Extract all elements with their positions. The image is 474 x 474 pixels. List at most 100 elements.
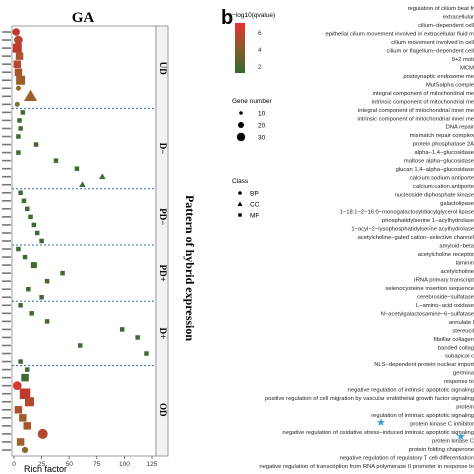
legend-class-entries: BP CC MF — [237, 190, 260, 219]
legend-size-label: 10 — [258, 111, 266, 118]
term-label: regulation of intrinsic apoptotic signal… — [371, 413, 474, 419]
legend-class-mf — [238, 213, 242, 217]
x-axis: 0 25 50 75 100 125 — [12, 456, 158, 468]
term-label: phosphatidylserine 1−acylhydrolase — [382, 218, 474, 224]
x-axis-label: Rich factor — [24, 464, 67, 474]
data-point-cc — [79, 181, 86, 188]
data-point-mf — [15, 52, 24, 60]
data-point-mf — [19, 388, 31, 399]
term-label: cilium or flagellum−dependent cell — [387, 48, 474, 54]
legend-size-dot — [236, 132, 246, 142]
term-label: DNA repair — [446, 125, 474, 131]
data-point-mf — [17, 118, 22, 123]
term-label: NLS−dependent protein nuclear import — [374, 362, 474, 368]
data-point-mf — [44, 319, 50, 324]
term-labels: regulation of cilium beat fr extracellula… — [259, 6, 474, 470]
star-marker: ★ — [456, 431, 466, 443]
legend-class-label: MF — [250, 212, 259, 219]
term-label: intrinsic component of mitochondrial inn… — [357, 116, 474, 122]
term-label: banded collag — [438, 345, 474, 351]
term-label: MutSalpha comple — [426, 82, 474, 88]
legend-class-title: Class — [232, 178, 249, 185]
term-label: protein phosphatase 2A — [413, 142, 474, 148]
legend-class-label: BP — [250, 190, 259, 197]
data-point-bp — [12, 28, 20, 36]
legend-color-tick: 6 — [258, 30, 262, 37]
data-point-bp — [14, 101, 20, 107]
term-label: integral component of mitochondrial inne… — [358, 108, 474, 114]
group-label: OD — [158, 403, 168, 417]
side-label: Pattern of hybrid expression — [183, 195, 197, 341]
data-point-mf — [20, 110, 26, 115]
data-point-mf — [39, 238, 44, 244]
x-tick-label: 0 — [12, 461, 16, 468]
term-label: protein kinase C inhibitor — [410, 422, 474, 428]
term-label: calcium:cation antiporte — [413, 184, 474, 190]
term-label: galactolipase — [440, 201, 474, 207]
term-label: stereocil — [452, 328, 474, 334]
term-label: rRNA primary transcript — [414, 277, 474, 283]
term-label: subapical c — [445, 354, 474, 360]
data-point-cc — [99, 173, 106, 180]
term-label: protein folding chaperone — [409, 447, 474, 453]
term-label: positive regulation of cell migration by… — [265, 396, 474, 402]
data-point-mf — [24, 206, 30, 212]
plot-frame — [11, 25, 157, 457]
data-point-bp — [15, 85, 21, 91]
term-label: epithelial cilium movement involved in e… — [325, 31, 474, 37]
legend-size-entries: 10 20 30 — [236, 111, 266, 142]
data-point-mf — [16, 134, 21, 139]
term-label: acetylcholine−gated cation−selective cha… — [358, 235, 474, 241]
data-point-mf — [44, 278, 50, 284]
data-point-mf — [24, 367, 30, 372]
data-point-mf — [16, 150, 21, 155]
panel-b-label: b — [221, 7, 233, 29]
term-label: nucleoside diphosphate kinase — [395, 193, 474, 199]
x-tick-label: 25 — [38, 461, 46, 468]
group-label: PD− — [158, 208, 168, 225]
data-point-mf — [28, 214, 33, 220]
legend-color-ticks: 6 4 2 — [258, 30, 262, 71]
term-label: negative regulation of intrinsic apoptot… — [348, 388, 474, 394]
data-point-mf — [13, 60, 22, 68]
data-point-mf — [26, 286, 31, 292]
legend-color-title: −log10(qvalue) — [232, 12, 275, 19]
data-point-mf — [29, 311, 34, 316]
legend-class-label: CC — [250, 201, 260, 208]
data-points — [12, 28, 149, 454]
data-point-mf — [23, 422, 31, 430]
term-label: 1−18:1−2−16:0−monogalactosyldiacylglycer… — [340, 210, 474, 216]
term-label: 9+2 moti — [452, 57, 474, 63]
data-point-bp — [14, 35, 23, 45]
group-label: PD+ — [158, 265, 168, 282]
term-label: cilium−dependent cell — [418, 23, 474, 29]
panel-a-title: GA — [72, 10, 95, 26]
term-label: calcium:sodium antiporte — [410, 176, 474, 182]
data-point-mf — [22, 254, 28, 260]
data-point-mf — [12, 43, 22, 53]
data-point-mf — [14, 68, 23, 76]
term-label: alpha−1,4−glucosidase — [414, 150, 474, 156]
data-point-mf — [19, 414, 27, 422]
term-label: cerebroside−sulfatase — [417, 294, 474, 300]
x-tick-label: 100 — [119, 461, 130, 468]
y-tick-labels — [2, 31, 11, 451]
group-label: D+ — [158, 328, 168, 340]
data-point-mf — [18, 303, 23, 308]
term-label: selenocysteine insertion sequence — [385, 286, 474, 292]
panel-b: b −log10(qvalue) 642 Gene number 102030 … — [221, 6, 474, 470]
term-label: postsynaptic endosome me — [403, 74, 474, 80]
data-point-mf — [74, 166, 80, 171]
term-label: laminin — [456, 260, 474, 266]
term-label: negative regulation of regulatory T cell… — [340, 456, 474, 462]
legend-size-label: 20 — [258, 123, 266, 130]
term-label: annulate l — [449, 320, 474, 326]
term-label: response to — [444, 379, 474, 385]
term-label: extracellular — [443, 14, 474, 20]
data-point-mf — [53, 158, 59, 163]
data-point-cc — [23, 89, 38, 101]
term-label: acetylcholine receptor — [418, 252, 474, 258]
data-point-mf — [18, 359, 23, 364]
term-label: negative regulation of oxidative stress−… — [282, 430, 474, 436]
term-label: cilium movement involved in cell — [391, 40, 474, 46]
